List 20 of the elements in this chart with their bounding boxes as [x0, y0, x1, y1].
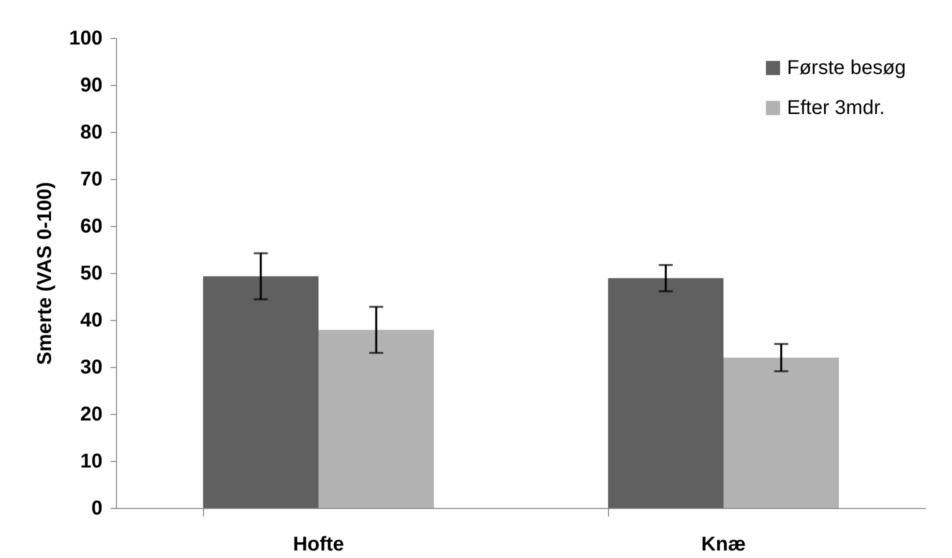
x-tick-label: Hofte	[292, 534, 344, 556]
legend-label: Første besøg	[787, 57, 906, 79]
y-axis-title: Smerte (VAS 0-100)	[34, 182, 56, 366]
y-tick-label: 60	[80, 216, 102, 238]
bar	[724, 358, 839, 508]
y-tick-label: 50	[80, 262, 102, 284]
y-tick-label: 0	[91, 498, 102, 520]
legend-label: Efter 3mdr.	[787, 97, 885, 119]
bar	[318, 330, 434, 508]
y-tick-label: 80	[80, 122, 102, 144]
y-tick-label: 100	[69, 28, 102, 50]
y-tick-label: 70	[80, 168, 102, 190]
y-tick-label: 10	[80, 450, 102, 472]
y-tick-label: 90	[80, 74, 102, 96]
y-tick-label: 40	[80, 310, 102, 332]
y-tick-label: 30	[80, 356, 102, 378]
x-tick-label: Knæ	[701, 534, 746, 556]
bar	[608, 278, 724, 508]
y-tick-label: 20	[80, 404, 102, 426]
bar	[203, 276, 318, 508]
